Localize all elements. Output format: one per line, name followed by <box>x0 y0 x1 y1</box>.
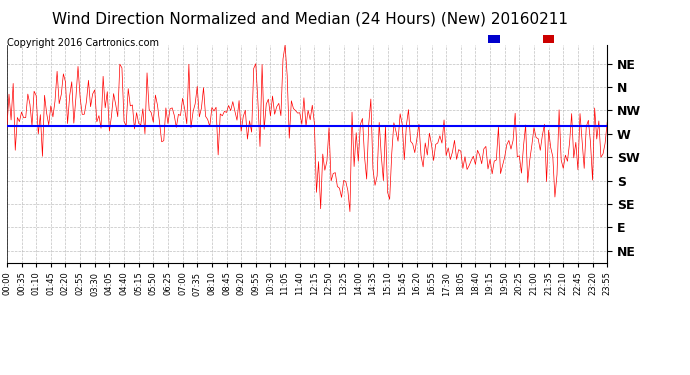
Text: Wind Direction Normalized and Median (24 Hours) (New) 20160211: Wind Direction Normalized and Median (24… <box>52 11 569 26</box>
Legend: Average, Direction: Average, Direction <box>486 33 602 46</box>
Text: Copyright 2016 Cartronics.com: Copyright 2016 Cartronics.com <box>7 38 159 48</box>
